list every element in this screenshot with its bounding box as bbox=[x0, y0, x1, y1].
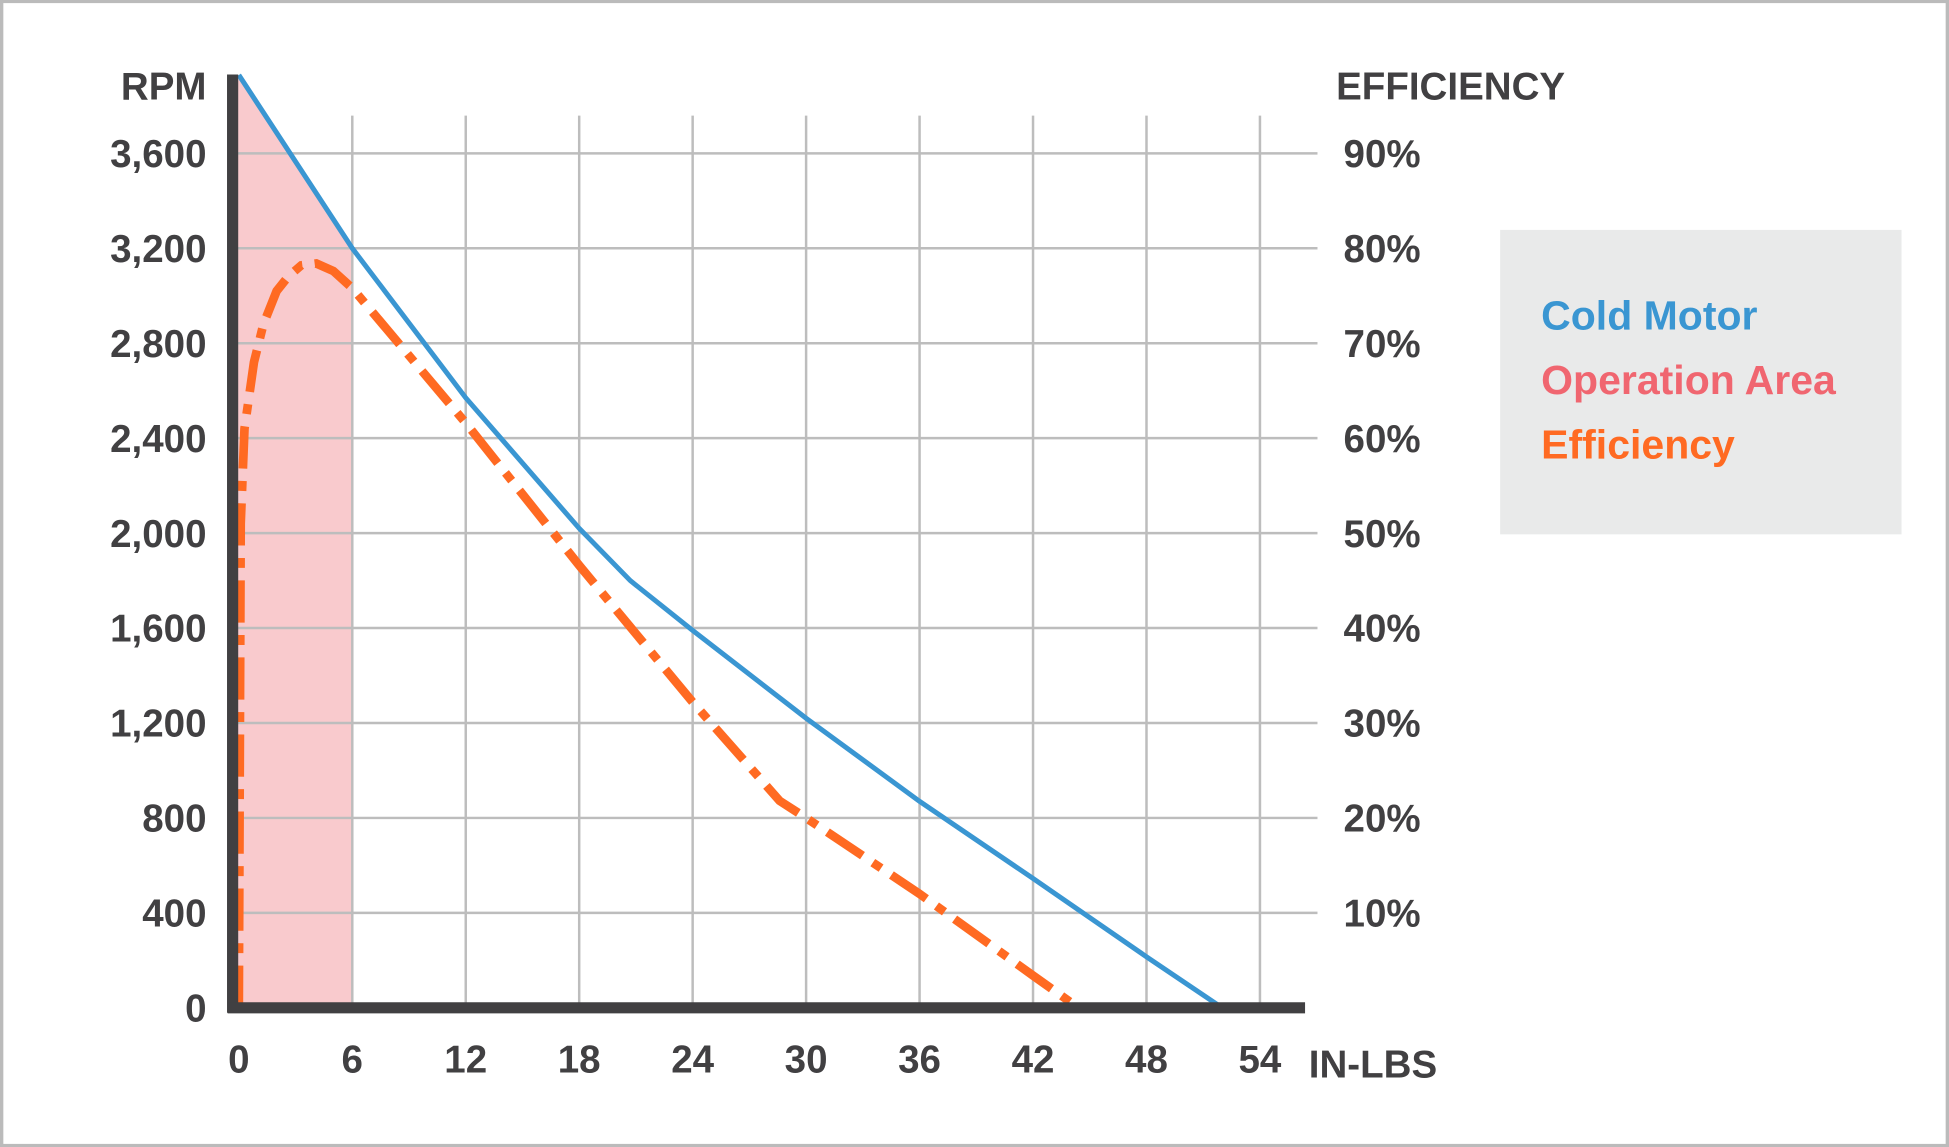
y2-tick-label: 30% bbox=[1344, 703, 1421, 746]
y-tick-label: 2,400 bbox=[110, 418, 206, 461]
y-tick-label: 400 bbox=[142, 893, 206, 936]
x-tick-label: 42 bbox=[1012, 1038, 1055, 1081]
y2-tick-label: 20% bbox=[1344, 798, 1421, 841]
legend-efficiency: Efficiency bbox=[1541, 422, 1735, 468]
x-tick-label: 18 bbox=[558, 1038, 601, 1081]
y2-tick-label: 50% bbox=[1344, 513, 1421, 556]
cold-motor-line bbox=[236, 73, 1224, 1010]
y-tick-label: 1,600 bbox=[110, 608, 206, 651]
y-axis-label: RPM bbox=[121, 65, 207, 108]
y-tick-label: 3,200 bbox=[110, 228, 206, 271]
x-tick-label: 48 bbox=[1125, 1038, 1168, 1081]
x-tick-label: 6 bbox=[342, 1038, 363, 1081]
y2-tick-label: 90% bbox=[1344, 133, 1421, 176]
y-tick-label: 2,800 bbox=[110, 323, 206, 366]
y2-tick-label: 10% bbox=[1344, 893, 1421, 936]
y-tick-label: 2,000 bbox=[110, 513, 206, 556]
operation-area-fill bbox=[233, 75, 353, 1008]
y2-tick-label: 40% bbox=[1344, 608, 1421, 651]
x-tick-label: 54 bbox=[1239, 1038, 1282, 1081]
y2-axis-label: EFFICIENCY bbox=[1336, 65, 1565, 108]
y2-tick-label: 60% bbox=[1344, 418, 1421, 461]
legend-operation-area: Operation Area bbox=[1541, 357, 1837, 403]
legend-cold-motor: Cold Motor bbox=[1541, 292, 1757, 338]
legend: Cold Motor Operation Area Efficiency bbox=[1500, 229, 1902, 535]
x-tick-label: 36 bbox=[898, 1038, 941, 1081]
x-tick-label: 12 bbox=[444, 1038, 487, 1081]
y2-tick-label: 70% bbox=[1344, 323, 1421, 366]
x-tick-label: 30 bbox=[785, 1038, 828, 1081]
x-tick-label: 0 bbox=[228, 1038, 249, 1081]
y2-tick-label: 80% bbox=[1344, 228, 1421, 271]
y-tick-label: 3,600 bbox=[110, 133, 206, 176]
x-axis-label: IN-LBS bbox=[1309, 1043, 1437, 1086]
y-tick-label: 0 bbox=[185, 987, 206, 1030]
y-tick-label: 1,200 bbox=[110, 703, 206, 746]
y-tick-label: 800 bbox=[142, 798, 206, 841]
efficiency-line bbox=[234, 259, 1081, 1012]
x-tick-label: 24 bbox=[671, 1038, 714, 1081]
legend-box bbox=[1500, 229, 1902, 535]
